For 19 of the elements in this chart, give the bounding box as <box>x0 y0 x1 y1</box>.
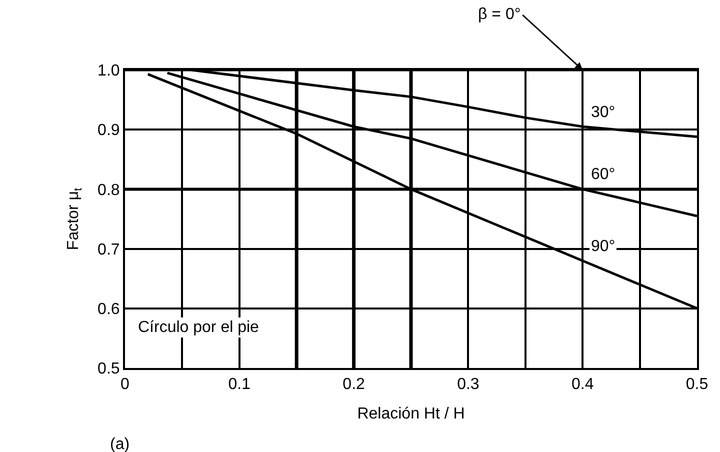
y-tick-label: 0.8 <box>98 182 120 199</box>
y-tick-label: 0.6 <box>98 301 120 318</box>
text: (a) <box>110 436 130 452</box>
y-tick-label: 1.0 <box>98 62 120 80</box>
series-label: 90° <box>591 238 616 255</box>
x-axis-title: Relación Ht / H <box>357 405 465 422</box>
y-tick-label: 0.5 <box>98 360 120 378</box>
x-tick-label: 0 <box>120 376 130 394</box>
x-tick-label: 0.5 <box>686 376 708 394</box>
x-tick-label: 0.3 <box>457 376 480 394</box>
x-tick-label: 0.4 <box>571 376 594 394</box>
annotation: Círculo por el pie <box>138 319 260 336</box>
x-tick-label: 0.2 <box>342 376 366 394</box>
y-tick-label: 0.9 <box>98 122 120 140</box>
text: β = 0° <box>478 6 521 23</box>
x-tick-label: 0.1 <box>228 376 251 394</box>
series-label: 60° <box>591 166 616 183</box>
y-tick-label: 0.7 <box>98 241 120 258</box>
series-label: 30° <box>591 104 616 121</box>
